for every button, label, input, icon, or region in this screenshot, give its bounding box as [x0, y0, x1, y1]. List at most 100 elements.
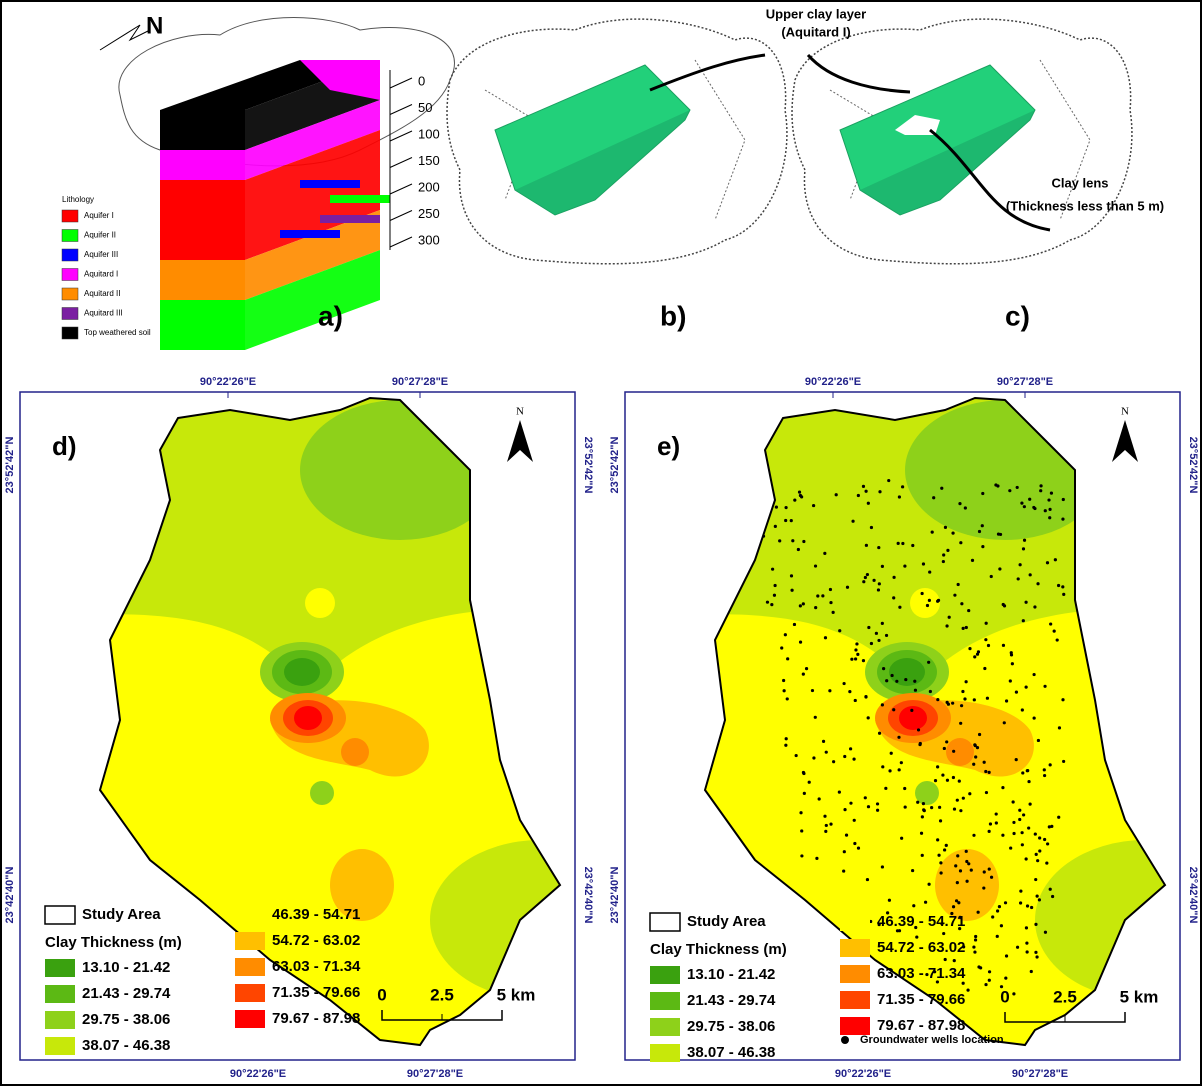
well — [822, 740, 825, 743]
well — [862, 485, 865, 488]
well — [983, 761, 986, 764]
well — [990, 575, 993, 578]
well — [988, 970, 991, 973]
well — [972, 763, 975, 766]
well — [825, 751, 828, 754]
legend-swatch — [235, 984, 265, 1002]
well — [982, 886, 985, 889]
well — [791, 539, 794, 542]
well — [932, 496, 935, 499]
well — [887, 479, 890, 482]
well — [884, 787, 887, 790]
well — [1046, 842, 1049, 845]
legend-swatch — [235, 958, 265, 976]
well — [973, 655, 976, 658]
well — [852, 758, 855, 761]
well — [885, 634, 888, 637]
well — [1025, 857, 1028, 860]
well — [1049, 622, 1052, 625]
front-layer — [160, 110, 245, 150]
well — [862, 659, 865, 662]
well — [965, 880, 968, 883]
legend-label: Aquitard II — [84, 289, 120, 298]
well — [1022, 547, 1025, 550]
well — [875, 632, 878, 635]
well — [1012, 821, 1015, 824]
north-label: N — [516, 406, 524, 418]
well — [773, 584, 776, 587]
well — [780, 646, 783, 649]
legend-box — [650, 913, 680, 931]
well — [1026, 904, 1029, 907]
legend-label: 38.07 - 46.38 — [687, 1044, 775, 1061]
legend-label: 29.75 - 38.06 — [82, 1011, 170, 1028]
well — [784, 519, 787, 522]
annotation: Upper clay layer — [766, 6, 866, 21]
well — [903, 564, 906, 567]
well — [1029, 573, 1032, 576]
well — [953, 959, 956, 962]
legend-label: 13.10 - 21.42 — [687, 966, 775, 983]
well — [1043, 838, 1046, 841]
well — [818, 797, 821, 800]
well — [942, 560, 945, 563]
zone — [935, 849, 999, 921]
well — [941, 773, 944, 776]
well — [904, 805, 907, 808]
well — [976, 746, 979, 749]
well — [951, 702, 954, 705]
well — [851, 520, 854, 523]
well — [1025, 941, 1028, 944]
well — [983, 870, 986, 873]
well — [1033, 605, 1036, 608]
well — [1017, 577, 1020, 580]
well — [977, 965, 980, 968]
well — [962, 627, 965, 630]
well — [865, 490, 868, 493]
well — [895, 680, 898, 683]
well — [910, 709, 913, 712]
panel-label: e) — [657, 431, 680, 461]
legend-swatch — [62, 249, 78, 261]
legend-swatch — [62, 210, 78, 222]
well — [778, 539, 781, 542]
zone — [284, 658, 320, 686]
well — [962, 982, 965, 985]
legend-label: 29.75 - 38.06 — [687, 1018, 775, 1035]
front-layer — [160, 150, 245, 180]
well — [984, 770, 987, 773]
well — [864, 695, 867, 698]
well — [981, 545, 984, 548]
well — [856, 653, 859, 656]
well — [898, 606, 901, 609]
lon-label: 90°22'26"E — [835, 1068, 891, 1080]
well — [854, 657, 857, 660]
well — [1011, 662, 1014, 665]
well — [832, 760, 835, 763]
well — [882, 667, 885, 670]
legend-swatch — [840, 991, 870, 1009]
well — [766, 601, 769, 604]
well — [959, 722, 962, 725]
legend-title: Clay Thickness (m) — [650, 941, 787, 958]
well — [956, 799, 959, 802]
well — [928, 883, 931, 886]
well — [952, 776, 955, 779]
well — [1026, 950, 1029, 953]
well — [829, 601, 832, 604]
well — [1021, 771, 1024, 774]
scale-label: 5 km — [1120, 987, 1159, 1006]
zone — [294, 706, 322, 730]
well — [811, 689, 814, 692]
legend-swatch — [62, 230, 78, 242]
well — [944, 958, 947, 961]
well — [953, 594, 956, 597]
well — [963, 697, 966, 700]
lon-label: 90°22'26"E — [805, 376, 861, 388]
legend-label: 71.35 - 79.66 — [877, 991, 965, 1008]
legend-swatch — [840, 939, 870, 957]
well — [1050, 492, 1053, 495]
well — [1057, 816, 1060, 819]
well — [853, 842, 856, 845]
well — [838, 791, 841, 794]
